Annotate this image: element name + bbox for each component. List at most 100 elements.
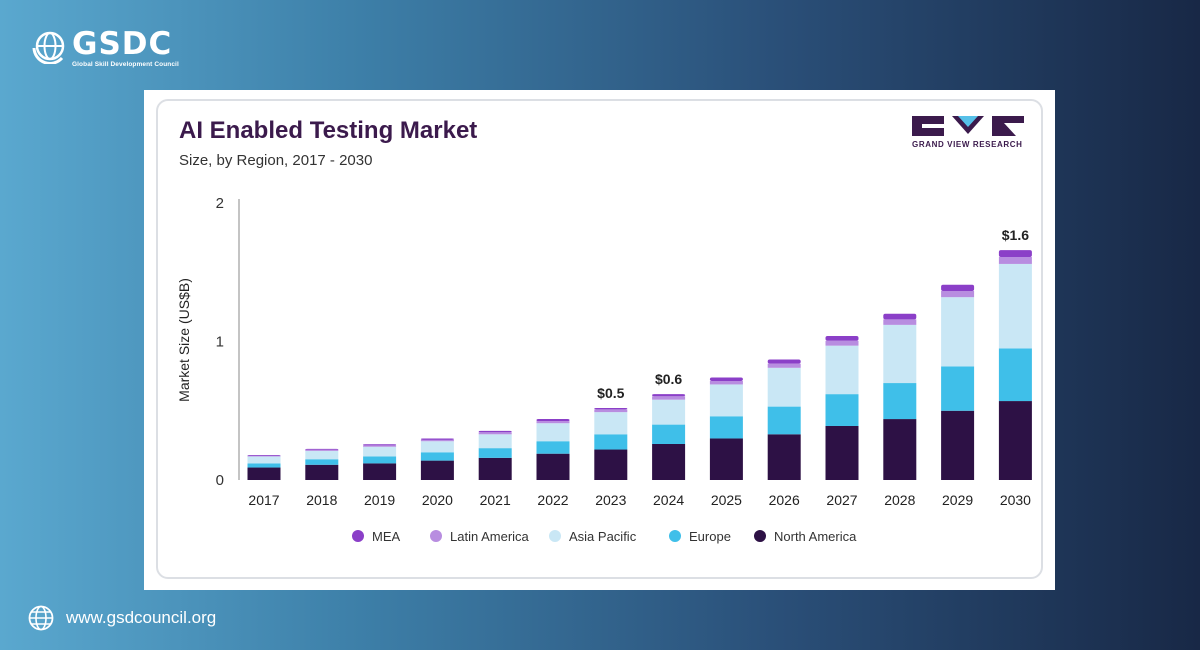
bar-segment-north-america: [363, 463, 397, 480]
bar-segment-asia-pacific: [709, 384, 743, 417]
bar-segment-asia-pacific: [420, 441, 454, 453]
bar-segment-latin-america: [941, 290, 975, 298]
y-axis-label: Market Size (US$B): [176, 278, 192, 402]
bar-segment-europe: [363, 456, 397, 464]
bar-segment-north-america: [594, 449, 628, 480]
bar-segment-mea: [420, 438, 454, 440]
bar-segment-latin-america: [363, 445, 397, 447]
bar-segment-mea: [594, 407, 628, 410]
bar-segment-asia-pacific: [594, 412, 628, 435]
bar-segment-mea: [652, 394, 686, 397]
bar-segment-latin-america: [305, 449, 339, 451]
bar-segment-europe: [767, 406, 801, 435]
bar-segment-north-america: [478, 457, 512, 480]
x-tick-label: 2023: [595, 492, 626, 508]
chart-card: AI Enabled Testing Market Size, by Regio…: [144, 90, 1055, 590]
legend-label: Europe: [689, 529, 731, 544]
x-tick-label: 2028: [884, 492, 915, 508]
bar-segment-asia-pacific: [998, 263, 1032, 349]
bar-segment-latin-america: [998, 257, 1032, 264]
brand-name: GSDC: [72, 26, 173, 62]
data-label: $1.6: [1002, 227, 1029, 243]
x-tick-label: 2030: [1000, 492, 1031, 508]
data-label: $0.6: [655, 371, 682, 387]
bar-segment-north-america: [883, 419, 917, 480]
legend-label: Latin America: [450, 529, 530, 544]
bar-segment-asia-pacific: [767, 367, 801, 407]
bar-segment-europe: [478, 448, 512, 458]
bar-segment-north-america: [825, 425, 859, 480]
legend-marker: [352, 530, 364, 542]
x-tick-label: 2029: [942, 492, 973, 508]
legend-marker: [669, 530, 681, 542]
x-tick-label: 2017: [248, 492, 279, 508]
x-tick-label: 2021: [480, 492, 511, 508]
x-tick-label: 2019: [364, 492, 395, 508]
bar-segment-europe: [536, 441, 570, 454]
legend-label: North America: [774, 529, 857, 544]
bar-segment-mea: [478, 430, 512, 433]
bar-segment-asia-pacific: [652, 399, 686, 425]
x-tick-label: 2022: [537, 492, 568, 508]
bar-segment-asia-pacific: [363, 446, 397, 457]
bar-segment-europe: [652, 424, 686, 444]
bar-segment-europe: [305, 459, 339, 465]
bar-segment-asia-pacific: [825, 345, 859, 395]
x-tick-label: 2025: [711, 492, 742, 508]
x-tick-label: 2024: [653, 492, 684, 508]
bar-segment-europe: [941, 366, 975, 411]
legend-marker: [549, 530, 561, 542]
bar-segment-mea: [825, 335, 859, 341]
bar-segment-latin-america: [247, 455, 281, 457]
chart-panel: [156, 99, 1043, 579]
brand-tagline: Global Skill Development Council: [72, 61, 179, 68]
data-label: $0.5: [597, 385, 624, 401]
bar-segment-europe: [998, 348, 1032, 402]
bar-segment-mea: [767, 359, 801, 364]
bar-segment-asia-pacific: [478, 434, 512, 449]
legend-marker: [754, 530, 766, 542]
bar-segment-mea: [305, 448, 339, 450]
website-link[interactable]: www.gsdcouncil.org: [66, 608, 217, 627]
legend-label: Asia Pacific: [569, 529, 637, 544]
bar-segment-latin-america: [883, 319, 917, 325]
globe-icon: [28, 605, 54, 631]
bar-segment-asia-pacific: [536, 423, 570, 442]
bar-segment-asia-pacific: [883, 324, 917, 384]
bar-segment-europe: [247, 463, 281, 468]
bar-segment-mea: [883, 313, 917, 320]
bar-segment-mea: [998, 250, 1032, 258]
x-tick-label: 2027: [826, 492, 857, 508]
bar-segment-europe: [825, 394, 859, 426]
bar-segment-mea: [536, 419, 570, 422]
legend-marker: [430, 530, 442, 542]
bar-segment-north-america: [767, 434, 801, 480]
x-tick-label: 2020: [422, 492, 453, 508]
bar-segment-north-america: [941, 410, 975, 480]
bar-segment-asia-pacific: [247, 456, 281, 464]
bar-segment-latin-america: [420, 439, 454, 442]
bar-segment-latin-america: [825, 340, 859, 346]
bar-segment-asia-pacific: [941, 297, 975, 367]
bar-segment-mea: [941, 284, 975, 291]
bar-segment-europe: [420, 452, 454, 461]
bar-segment-north-america: [420, 460, 454, 480]
bar-segment-north-america: [536, 453, 570, 480]
bar-segment-mea: [709, 377, 743, 381]
bar-segment-latin-america: [709, 380, 743, 385]
chart-title: AI Enabled Testing Market: [179, 117, 478, 144]
y-tick-label: 1: [216, 334, 224, 351]
bar-segment-latin-america: [652, 396, 686, 400]
chart-subtitle: Size, by Region, 2017 - 2030: [179, 152, 373, 169]
bar-segment-north-america: [247, 467, 281, 480]
bar-segment-north-america: [652, 443, 686, 480]
bar-segment-latin-america: [594, 409, 628, 413]
bar-segment-europe: [709, 416, 743, 439]
bar-segment-europe: [883, 383, 917, 420]
grand-view-research-logo: GRAND VIEW RESEARCH: [912, 116, 1024, 149]
y-tick-label: 2: [216, 195, 224, 212]
bar-segment-europe: [594, 434, 628, 450]
legend-label: MEA: [372, 529, 401, 544]
y-tick-label: 0: [216, 472, 224, 489]
x-tick-label: 2026: [769, 492, 800, 508]
